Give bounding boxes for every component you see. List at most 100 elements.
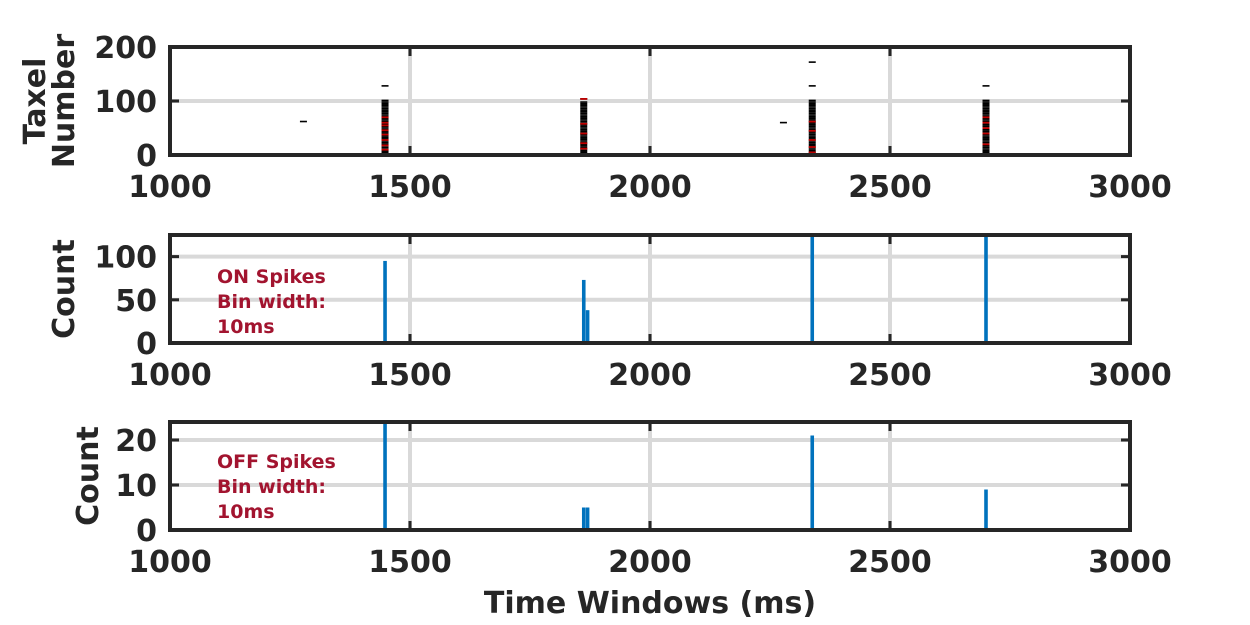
on-spike-point bbox=[808, 104, 816, 107]
on-spike-point bbox=[580, 136, 588, 139]
off-spike-point bbox=[808, 139, 816, 141]
on-spike-point bbox=[982, 109, 990, 111]
count-bar bbox=[984, 235, 988, 343]
on-spike-point bbox=[580, 120, 588, 123]
on-spike-point bbox=[808, 101, 816, 103]
off-spike-point bbox=[381, 144, 389, 147]
off-spike-point bbox=[808, 146, 816, 148]
on-spike-point bbox=[982, 106, 990, 108]
on-spike-point bbox=[982, 138, 990, 141]
on-spike-point bbox=[580, 149, 588, 152]
off-x-ticks: 1000 1500 2000 2500 3000 bbox=[128, 422, 1172, 580]
on-spike-point bbox=[381, 111, 389, 113]
on-spike-point bbox=[982, 85, 990, 87]
on-spike-point bbox=[381, 109, 389, 111]
on-spike-point bbox=[580, 112, 588, 115]
off-spike-point bbox=[381, 116, 389, 119]
x-tick-label: 2500 bbox=[848, 545, 932, 580]
count-bar bbox=[984, 489, 988, 530]
on-y-ticks: 0 50 100 bbox=[94, 241, 1130, 362]
off-y-ticks: 0 10 20 bbox=[115, 424, 1130, 549]
x-tick-label: 2000 bbox=[608, 170, 692, 205]
on-spike-point bbox=[808, 132, 816, 134]
on-spike-point bbox=[982, 135, 990, 137]
on-spike-point bbox=[808, 123, 816, 126]
on-spike-point bbox=[982, 104, 990, 107]
on-spike-point bbox=[982, 101, 990, 103]
on-spike-point bbox=[299, 120, 307, 123]
on-spike-point bbox=[982, 119, 990, 121]
on-spike-point bbox=[381, 151, 389, 154]
on-spike-point bbox=[982, 145, 990, 147]
y-tick-label: 0 bbox=[136, 327, 157, 362]
on-spike-point bbox=[580, 138, 588, 141]
raster-y-label-line1: Taxel bbox=[18, 58, 53, 145]
on-spike-point bbox=[381, 106, 389, 108]
raster-grid bbox=[170, 47, 1130, 155]
off-grid bbox=[170, 422, 1130, 530]
count-bar bbox=[581, 507, 586, 530]
on-spike-point bbox=[580, 128, 588, 131]
raster-y-label-line2: Number bbox=[47, 34, 82, 169]
off-spike-point bbox=[381, 139, 389, 141]
on-spike-point bbox=[580, 145, 588, 147]
on-spike-point bbox=[982, 123, 990, 126]
on-spike-point bbox=[982, 99, 990, 102]
off-spike-point bbox=[982, 127, 990, 129]
y-tick-label: 10 bbox=[115, 469, 157, 504]
on-spike-point bbox=[808, 122, 816, 124]
off-spike-point bbox=[982, 121, 990, 124]
on-spike-point bbox=[982, 151, 990, 154]
off-spike-point bbox=[580, 147, 588, 150]
on-spike-point bbox=[982, 112, 990, 115]
on-grid bbox=[170, 235, 1130, 343]
on-spike-point bbox=[808, 102, 816, 105]
x-tick-label: 2000 bbox=[608, 545, 692, 580]
on-spike-point bbox=[808, 149, 816, 152]
y-tick-label: 0 bbox=[136, 514, 157, 549]
on-x-ticks: 1000 1500 2000 2500 3000 bbox=[128, 235, 1172, 393]
count-bar bbox=[585, 507, 590, 530]
on-annotation-line2: Bin width: bbox=[217, 291, 326, 313]
on-spike-point bbox=[580, 104, 588, 107]
on-spike-point bbox=[982, 102, 990, 105]
on-spike-point bbox=[982, 149, 990, 152]
on-spike-point bbox=[580, 140, 588, 142]
on-spike-point bbox=[381, 120, 389, 123]
on-spike-point bbox=[982, 148, 990, 150]
on-spike-point bbox=[808, 133, 816, 136]
y-tick-label: 100 bbox=[94, 85, 157, 120]
on-spike-point bbox=[381, 140, 389, 142]
on-spike-point bbox=[580, 151, 588, 154]
on-spike-point bbox=[580, 123, 588, 126]
on-spike-point bbox=[580, 107, 588, 110]
on-spike-point bbox=[982, 146, 990, 149]
on-spike-point bbox=[381, 104, 389, 107]
x-tick-label: 3000 bbox=[1088, 170, 1172, 205]
on-spike-point bbox=[808, 99, 816, 102]
raster-x-ticks: 1000 1500 2000 2500 3000 bbox=[128, 47, 1172, 205]
off-bars bbox=[383, 422, 988, 530]
on-spike-point bbox=[808, 111, 816, 113]
x-tick-label: 3000 bbox=[1088, 545, 1172, 580]
count-bar bbox=[383, 260, 387, 343]
x-tick-label: 1000 bbox=[128, 545, 212, 580]
on-spike-point bbox=[982, 111, 990, 113]
on-annotation-line1: ON Spikes bbox=[217, 266, 326, 288]
on-spike-point bbox=[808, 112, 816, 115]
on-spike-point bbox=[808, 145, 816, 147]
on-spike-point bbox=[580, 102, 588, 105]
count-bar bbox=[810, 235, 815, 343]
on-spike-point bbox=[982, 141, 990, 144]
on-spike-point bbox=[580, 135, 588, 137]
off-spike-point bbox=[982, 132, 990, 135]
on-spike-point bbox=[982, 136, 990, 139]
on-spike-point bbox=[808, 143, 816, 145]
y-tick-label: 100 bbox=[94, 241, 157, 276]
on-spike-point bbox=[381, 107, 389, 110]
off-spike-point bbox=[381, 133, 389, 136]
on-spike-point bbox=[808, 128, 816, 131]
on-spike-point bbox=[808, 114, 816, 116]
on-spike-point bbox=[580, 146, 588, 149]
